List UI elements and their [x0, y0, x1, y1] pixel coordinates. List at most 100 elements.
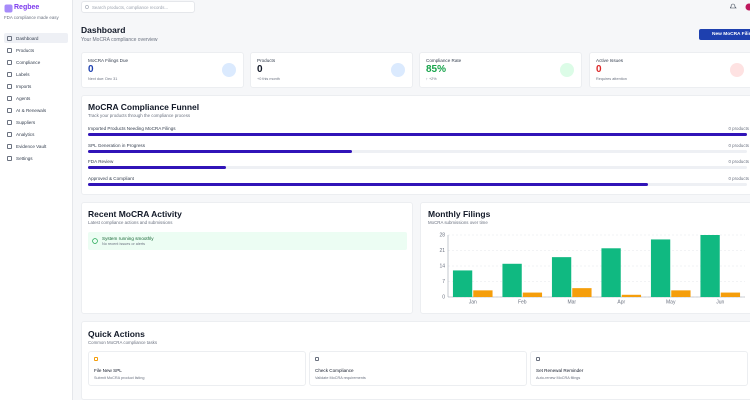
nav-icon: [7, 71, 12, 77]
action-title: Set Renewal Reminder: [536, 368, 584, 373]
stat-note: ↑ +2%: [426, 77, 437, 81]
bar: [601, 248, 621, 297]
action-card[interactable]: Set Renewal Reminder Auto-renew MoCRA fil…: [530, 351, 748, 386]
x-tick-label: Jun: [716, 299, 724, 305]
nav-item[interactable]: Products: [4, 45, 68, 55]
search-placeholder: Search products, compliance records...: [92, 5, 169, 10]
x-tick-label: Mar: [567, 299, 576, 305]
nav-item[interactable]: Suppliers: [4, 117, 68, 127]
stage-track: [88, 183, 747, 187]
action-card[interactable]: Check Compliance Validate MoCRA requireme…: [309, 351, 527, 386]
stat-label: Active Issues: [596, 58, 624, 63]
activity-panel: Recent MoCRA Activity Latest compliance …: [81, 202, 413, 314]
logo-icon: [4, 4, 13, 13]
nav-item[interactable]: Dashboard: [4, 33, 68, 43]
stat-icon: [730, 63, 744, 77]
action-icon: [94, 357, 98, 361]
stage-bar: [88, 183, 649, 187]
stat-note: Requires attention: [596, 77, 627, 81]
stat-card: Active Issues 0 Requires attention: [589, 52, 750, 88]
y-tick-label: 14: [439, 263, 445, 269]
stat-value: 0: [257, 64, 263, 75]
stat-icon: [560, 63, 574, 77]
bar: [452, 270, 473, 297]
search-icon: [85, 5, 89, 9]
nav-icon: [7, 119, 12, 125]
chart-subtitle: MoCRA submissions over time: [428, 220, 488, 225]
y-tick-label: 28: [439, 232, 445, 238]
action-note: Submit MoCRA product listing: [94, 376, 145, 380]
nav-item[interactable]: Labels: [4, 69, 68, 79]
action-card[interactable]: File New SPL Submit MoCRA product listing: [88, 351, 306, 386]
nav-icon: [7, 95, 12, 101]
quick-actions-title: Quick Actions: [88, 329, 145, 339]
stat-value: 0: [88, 64, 94, 75]
stage-count: 0 products: [728, 126, 749, 131]
sidebar: Regbee FDA compliance made easy Dashboar…: [0, 0, 73, 400]
y-tick-label: 0: [442, 294, 445, 300]
action-note: Validate MoCRA requirements: [315, 376, 366, 380]
bar: [671, 290, 691, 297]
top-icons[interactable]: [730, 3, 750, 11]
stage-count: 0 products: [728, 159, 749, 165]
stat-note: Next due: Dec 31: [88, 77, 118, 81]
stage-track: [88, 149, 747, 153]
action-title: Check Compliance: [315, 368, 354, 373]
stage-label: FDA Review: [88, 159, 114, 165]
brand: Regbee: [14, 4, 40, 11]
stat-icon: [222, 63, 236, 77]
x-tick-label: Apr: [617, 299, 625, 305]
chart-title: Monthly Filings: [428, 209, 491, 219]
bar: [551, 257, 572, 297]
activity-subtitle: Latest compliance actions and submission…: [88, 220, 173, 225]
bar: [700, 235, 720, 297]
nav-icon: [7, 47, 12, 53]
stat-icon: [391, 63, 405, 77]
bar: [502, 263, 522, 297]
stat-label: Products: [257, 58, 276, 63]
nav-icon: [7, 83, 12, 89]
bar: [621, 294, 642, 297]
stage-track: [88, 133, 747, 136]
stage-label: Imported Products Needing MoCRA Filings: [88, 126, 176, 131]
bar: [473, 290, 493, 297]
action-note: Auto-renew MoCRA filings: [536, 376, 581, 380]
stage-count: 0 products: [728, 176, 749, 182]
nav-item[interactable]: Analytics: [4, 129, 68, 139]
new-filing-button[interactable]: New MoCRA Filing: [699, 29, 750, 40]
quick-actions-panel: Quick Actions Common MoCRA compliance ta…: [81, 321, 750, 400]
nav-item[interactable]: Evidence Vault: [4, 141, 68, 151]
stage-label: Approved & Compliant: [88, 176, 134, 182]
page-subtitle: Your MoCRA compliance overview: [81, 37, 158, 43]
y-tick-label: 21: [439, 248, 445, 254]
stage-bar: [88, 133, 747, 136]
nav-icon: [7, 59, 12, 65]
activity-title: Recent MoCRA Activity: [88, 209, 182, 219]
x-tick-label: May: [666, 299, 676, 305]
stat-card: Compliance Rate 85% ↑ +2%: [419, 52, 582, 88]
stage-label: SPL Generation in Progress: [88, 142, 146, 148]
stage-bar: [88, 149, 352, 153]
nav-item[interactable]: AI & Renewals: [4, 105, 68, 115]
status-note: No recent issues or alerts: [102, 242, 146, 246]
nav-item[interactable]: Settings: [4, 153, 68, 163]
y-tick-label: 7: [442, 279, 445, 285]
bar: [650, 239, 671, 297]
nav-item[interactable]: Imports: [4, 81, 68, 91]
quick-actions-subtitle: Common MoCRA compliance tasks: [88, 340, 158, 345]
stat-value: 85%: [426, 64, 447, 75]
stat-card: MoCRA Filings Due 0 Next due: Dec 31: [81, 52, 244, 88]
stat-note: +0 this month: [257, 77, 280, 81]
nav-item[interactable]: Agents: [4, 93, 68, 103]
action-icon: [315, 357, 319, 361]
stat-label: MoCRA Filings Due: [88, 58, 129, 63]
status-icon: [92, 238, 98, 244]
nav-icon: [7, 131, 12, 137]
bar: [572, 288, 592, 297]
stat-card: Products 0 +0 this month: [250, 52, 413, 88]
bar: [522, 292, 543, 297]
search-box[interactable]: Search products, compliance records...: [81, 1, 195, 13]
page-title: Dashboard: [81, 25, 126, 35]
nav-item[interactable]: Compliance: [4, 57, 68, 67]
